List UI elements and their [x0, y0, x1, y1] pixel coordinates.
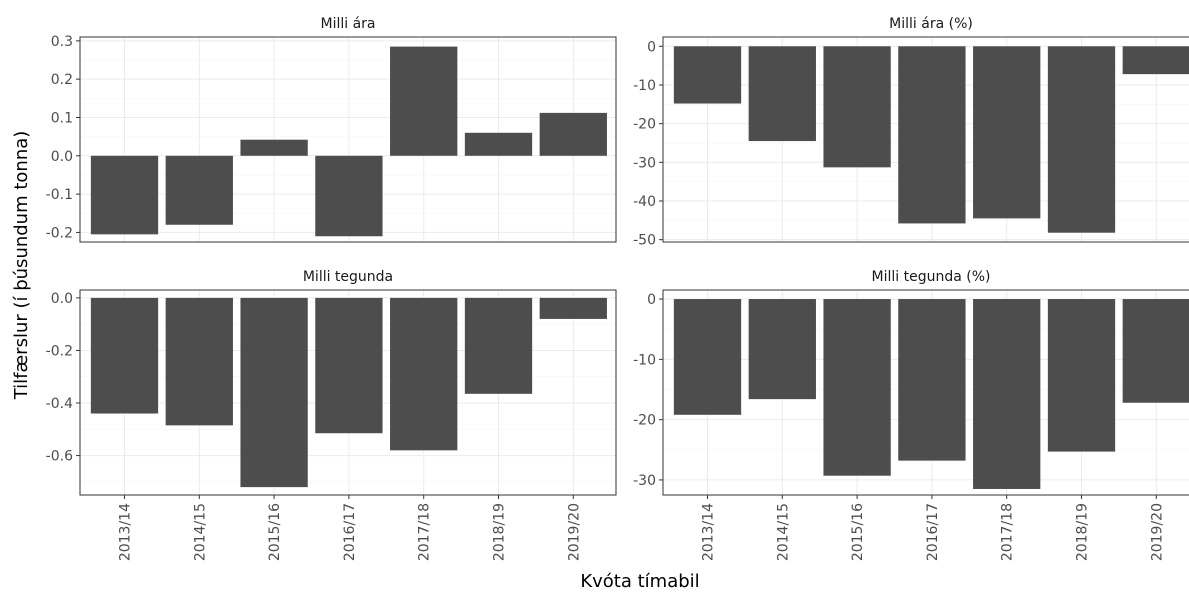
bar-2014-15: [748, 299, 816, 400]
panel-4-strip: [663, 261, 1189, 290]
panel-3-border: [79, 289, 617, 496]
bar-2018-19: [1047, 299, 1116, 452]
bar-2014-15: [165, 297, 233, 426]
bar-2015-16: [240, 139, 308, 156]
bar-2014-15: [748, 46, 816, 142]
panel-2-border: [662, 36, 1189, 243]
panel-1-strip: [80, 8, 616, 37]
panel-2-title: Milli ára (%): [889, 16, 973, 32]
y-tick-label: 0: [647, 292, 656, 308]
x-tick-label: 2018/19: [1075, 503, 1091, 561]
x-tick-label: 2013/14: [701, 503, 717, 561]
panel-1-title: Milli ára: [320, 16, 375, 32]
bar-2016-17: [898, 46, 966, 224]
y-axis-title: Tilfærslur (í þúsundum tonna): [11, 131, 32, 401]
y-tick-label: 0.3: [51, 34, 73, 50]
panel-4-x-axis: 2013/14 2014/15 2015/16 2016/17 2017/18 2018/…: [701, 495, 1165, 561]
x-tick-label: 2014/15: [775, 503, 791, 561]
bar-2015-16: [823, 299, 891, 476]
bar-2017-18: [973, 46, 1041, 219]
bar-2013-14: [90, 297, 159, 414]
bar-2013-14: [90, 155, 159, 235]
panel-4-bars: [673, 299, 1189, 489]
panel-3-strip: [80, 261, 616, 290]
y-tick-label: -10: [633, 78, 656, 94]
bar-2019-20: [1122, 46, 1189, 75]
x-tick-label: 2015/16: [850, 503, 866, 561]
bar-2018-19: [464, 297, 533, 394]
y-tick-label: -20: [633, 413, 656, 429]
panel-1: Milli ára -0.2 -0.1 0.0 0.1 0.2 0.3: [46, 8, 617, 243]
panel-3-x-axis: 2013/14 2014/15 2015/16 2016/17 2017/18 2018/…: [118, 495, 582, 561]
x-tick-label: 2013/14: [118, 503, 134, 561]
bar-2016-17: [315, 155, 383, 237]
bar-2019-20: [539, 297, 607, 319]
panel-4-y-axis: -30 -20 -10 0: [633, 292, 663, 489]
x-tick-label: 2019/20: [566, 503, 582, 561]
bar-2018-19: [464, 132, 533, 156]
y-tick-label: -0.4: [46, 396, 73, 412]
y-tick-label: -30: [633, 473, 656, 489]
panel-4: Milli tegunda (%) -30 -20 -10 0 2013/14 2014…: [633, 261, 1189, 561]
bar-2019-20: [1122, 299, 1189, 403]
panel-4-border: [662, 289, 1189, 496]
y-tick-label: 0: [647, 39, 656, 55]
panel-1-border: [79, 36, 617, 243]
y-tick-label: -20: [633, 117, 656, 133]
bar-2015-16: [823, 46, 891, 168]
x-tick-label: 2015/16: [267, 503, 283, 561]
bar-2017-18: [973, 299, 1041, 489]
bar-2016-17: [898, 299, 966, 461]
bar-2019-20: [539, 112, 607, 156]
panel-2-strip: [663, 8, 1189, 37]
panel-1-bars: [90, 46, 607, 237]
bar-2017-18: [390, 297, 458, 451]
y-tick-label: -0.1: [46, 187, 73, 203]
bar-2014-15: [165, 155, 233, 225]
y-tick-label: -10: [633, 352, 656, 368]
y-tick-label: -0.2: [46, 225, 73, 241]
panel-3-bars: [90, 297, 607, 488]
y-tick-label: 0.1: [51, 110, 73, 126]
panel-2-bars: [673, 46, 1189, 233]
bar-2015-16: [240, 297, 308, 488]
panel-4-title: Milli tegunda (%): [872, 269, 991, 285]
y-tick-label: 0.2: [51, 72, 73, 88]
y-tick-label: -40: [633, 194, 656, 210]
x-tick-label: 2016/17: [925, 503, 941, 561]
y-tick-label: -50: [633, 233, 656, 249]
y-tick-label: -0.2: [46, 343, 73, 359]
panel-3-y-axis: -0.6 -0.4 -0.2 0.0: [46, 291, 80, 465]
y-tick-label: -0.6: [46, 449, 73, 465]
y-tick-label: 0.0: [51, 149, 73, 165]
y-tick-label: -30: [633, 155, 656, 171]
panel-3: Milli tegunda -0.6-0.4-0.20.0 2013/14 201…: [46, 261, 617, 561]
panel-1-y-axis: -0.2 -0.1 0.0 0.1 0.2 0.3: [46, 34, 80, 241]
x-tick-label: 2019/20: [1149, 503, 1165, 561]
bar-2016-17: [315, 297, 383, 434]
bar-2018-19: [1047, 46, 1116, 233]
bar-2013-14: [673, 299, 742, 415]
panel-2-y-axis: -50 -40 -30 -20 -10 0: [633, 39, 663, 249]
y-tick-label: 0.0: [51, 291, 73, 307]
x-tick-label: 2017/18: [417, 503, 433, 561]
x-tick-label: 2016/17: [342, 503, 358, 561]
x-tick-label: 2014/15: [192, 503, 208, 561]
bar-2017-18: [390, 46, 458, 156]
x-tick-label: 2017/18: [1000, 503, 1016, 561]
x-tick-label: 2018/19: [492, 503, 508, 561]
x-axis-title: Kvóta tímabil: [580, 571, 699, 592]
bar-2013-14: [673, 46, 742, 104]
panel-2: Milli ára (%) -50 -40 -30 -20 -10 0: [633, 8, 1189, 249]
panel-3-title: Milli tegunda: [303, 269, 393, 285]
